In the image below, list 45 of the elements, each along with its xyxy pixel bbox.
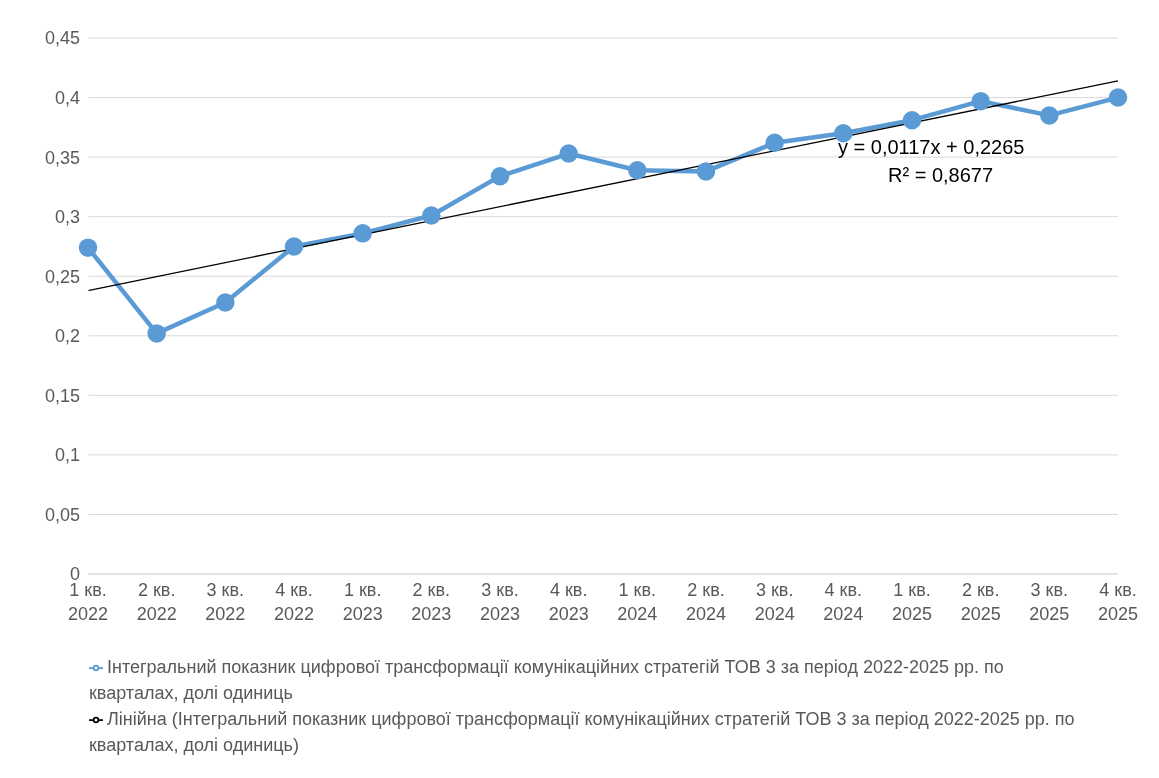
x-tick-label: 1 кв. 2025 [891,580,933,624]
point [1040,106,1059,125]
x-tick-label: 2 кв. 2022 [136,580,177,624]
y-tick-label: 0,25 [44,266,80,287]
point [216,293,235,312]
x-tick-label: 4 кв. 2025 [1097,580,1139,624]
y-tick-label: 0,4 [54,87,80,108]
x-tick-label: 3 кв. 2025 [1029,580,1070,624]
point [78,238,98,257]
x-tick-label: 1 кв. 2024 [617,580,658,624]
y-tick-label: 0,1 [54,445,80,466]
x-tick-label: 2 кв. 2023 [411,580,452,624]
x-tick-label: 4 кв. 2022 [273,580,315,624]
x-tick-label: 1 кв. 2023 [342,580,383,624]
y-tick-label: 0,05 [44,504,80,525]
x-tick-label: 2 кв. 2024 [685,580,727,624]
y-tick-label: 0,2 [54,326,80,347]
point [1108,88,1128,107]
point [422,206,441,225]
point [628,160,647,180]
point [696,162,716,181]
x-tick-label: 4 кв. 2024 [823,580,864,624]
legend-label: Лінійна (Інтегральний показник цифрової трансформації комунікаційних стратегій ТОВ 3 за період 2022-2025 рр. по кварталах, долі одиниць) [88,709,1075,755]
x-tick-label: 2 кв. 2025 [960,580,1001,624]
x-tick-label: 3 кв. 2022 [205,580,246,624]
y-tick-label: 0,35 [44,147,80,168]
y-tick-label: 0,3 [54,207,80,228]
point [284,237,304,256]
y-tick-label: 0,15 [44,385,80,406]
x-tick-label: 3 кв. 2024 [754,580,795,624]
x-tick-label: 4 кв. 2023 [548,580,589,624]
annotation: R² = 0,8677 [888,164,994,187]
point [353,224,372,243]
legend-label: Інтегральний показник цифрової трансформації комунікаційних стратегій ТОВ 3 за період 2022-2025 рр. по кварталах, долі одиниць [88,657,1004,703]
y-tick-label: 0,45 [44,28,80,49]
annotation: y = 0,0117x + 0,2265 [838,136,1025,159]
point [765,133,784,153]
point [834,124,853,143]
point [902,110,922,130]
x-tick-label: 1 кв. 2022 [67,580,109,624]
point [971,91,990,111]
x-tick-label: 3 кв. 2023 [479,580,521,624]
point [559,144,578,163]
point [490,166,510,186]
point [147,324,166,343]
